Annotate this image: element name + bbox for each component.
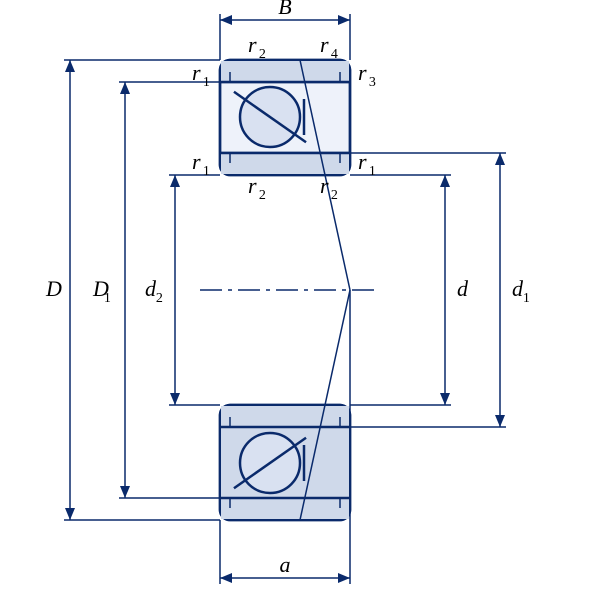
svg-text:d: d: [457, 276, 469, 301]
svg-text:r: r: [358, 149, 367, 174]
svg-text:2: 2: [259, 188, 266, 203]
svg-text:1: 1: [523, 291, 530, 306]
svg-text:1: 1: [369, 164, 376, 179]
svg-text:r: r: [248, 173, 257, 198]
svg-text:1: 1: [104, 291, 111, 306]
svg-text:2: 2: [331, 188, 338, 203]
svg-text:1: 1: [203, 75, 210, 90]
svg-text:3: 3: [369, 75, 376, 90]
svg-text:2: 2: [156, 291, 163, 306]
svg-text:a: a: [280, 552, 291, 577]
svg-text:r: r: [192, 149, 201, 174]
svg-text:2: 2: [259, 47, 266, 62]
svg-text:r: r: [192, 60, 201, 85]
svg-text:r: r: [320, 173, 329, 198]
svg-text:1: 1: [203, 164, 210, 179]
svg-text:B: B: [278, 0, 291, 19]
svg-text:r: r: [358, 60, 367, 85]
svg-text:r: r: [320, 32, 329, 57]
svg-text:r: r: [248, 32, 257, 57]
svg-text:D: D: [45, 276, 62, 301]
svg-text:4: 4: [331, 47, 338, 62]
